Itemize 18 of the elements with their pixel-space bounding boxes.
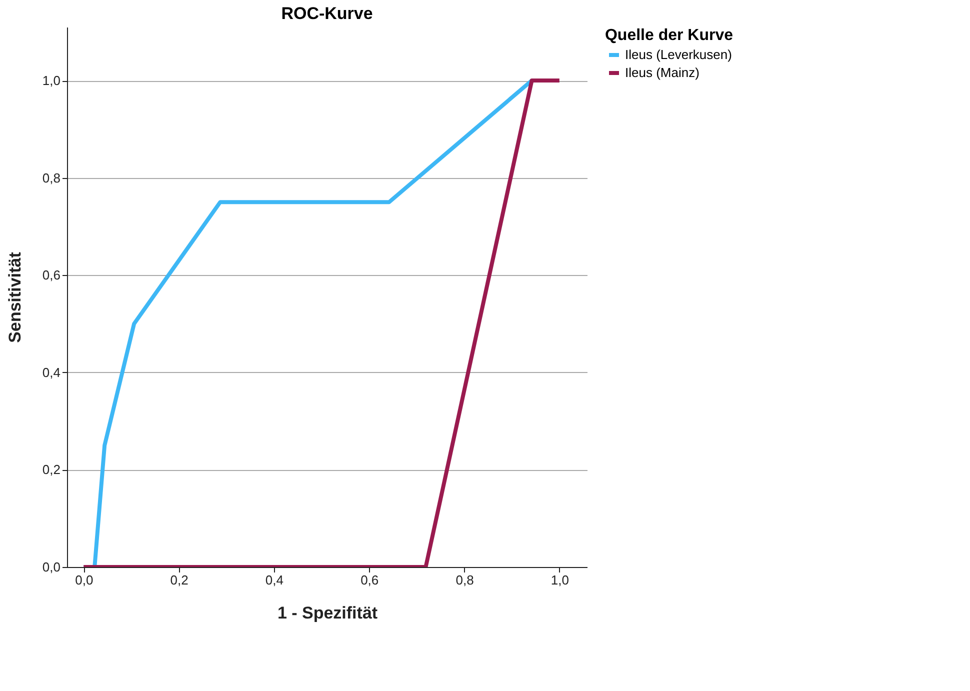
x-axis-title: 1 - Spezifität — [277, 604, 378, 622]
x-tick-label: 1,0 — [550, 572, 569, 588]
x-tick-label: 0,2 — [170, 572, 188, 588]
y-tick-label: 0,2 — [42, 462, 60, 478]
legend-label: Ileus (Leverkusen) — [625, 47, 732, 62]
x-tick-label: 0,6 — [360, 572, 379, 588]
y-tick-label: 0,4 — [42, 364, 60, 380]
y-tick-label: 0,0 — [42, 560, 60, 574]
y-tick-label: 0,6 — [42, 268, 60, 283]
chart-title: ROC-Kurve — [281, 4, 373, 23]
x-tick-label: 0,0 — [75, 572, 94, 588]
legend-label: Ileus (Mainz) — [625, 65, 700, 80]
legend-title: Quelle der Kurve — [604, 27, 734, 44]
y-tick-label: 1,0 — [42, 73, 60, 88]
x-tick-label: 0,4 — [265, 572, 284, 588]
y-tick-label: 0,8 — [42, 170, 60, 186]
x-tick-label: 0,8 — [456, 572, 474, 588]
y-axis-title: Sensitivität — [5, 252, 24, 343]
